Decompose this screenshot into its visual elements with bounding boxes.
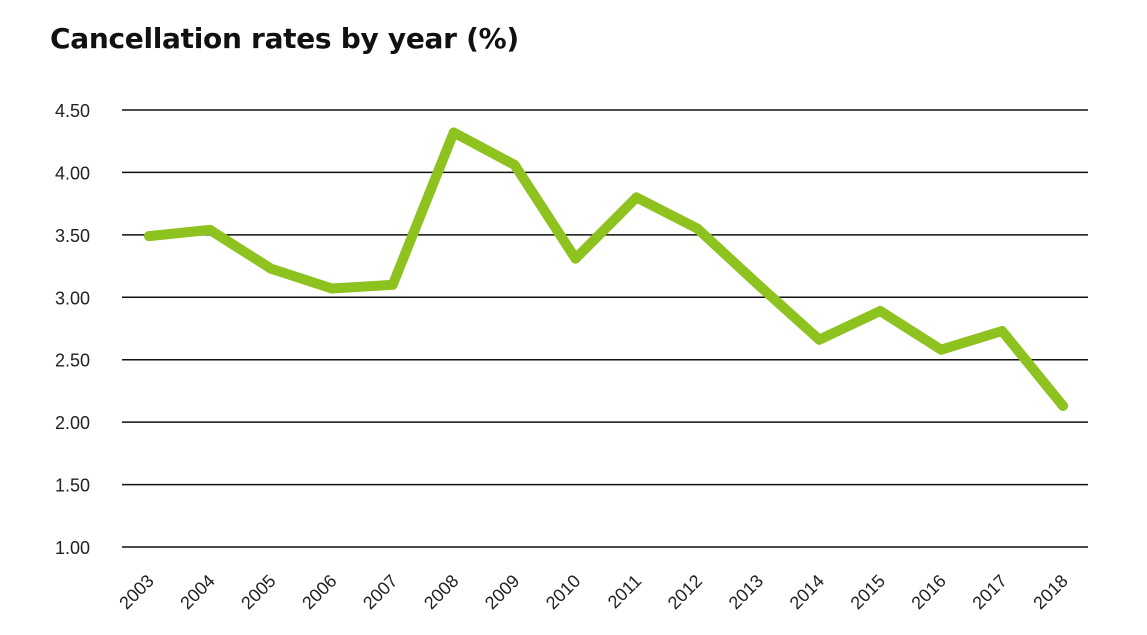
x-tick-label: 2006: [298, 571, 340, 613]
data-point: [692, 223, 703, 234]
x-tick-label: 2003: [115, 571, 157, 613]
data-point: [448, 127, 459, 138]
data-point: [997, 325, 1008, 336]
data-point: [875, 306, 886, 317]
data-point: [631, 192, 642, 203]
x-axis-ticks: 2003 2004 2005 2006 2007 2008 2009 2010 2011 2012…: [115, 571, 1071, 613]
data-point: [509, 159, 520, 170]
x-tick-label: 2016: [908, 571, 950, 613]
data-point: [936, 344, 947, 355]
data-point: [570, 253, 581, 264]
x-tick-label: 2015: [847, 571, 889, 613]
y-tick-label: 1.00: [55, 538, 90, 558]
x-tick-label: 2005: [237, 571, 279, 613]
data-point: [814, 334, 825, 345]
chart-title: Cancellation rates by year (%): [50, 22, 519, 55]
data-point: [144, 231, 154, 242]
x-tick-label: 2011: [604, 571, 646, 613]
x-tick-label: 2010: [542, 571, 584, 613]
x-tick-label: 2017: [968, 571, 1010, 613]
y-tick-label: 3.00: [55, 288, 90, 308]
series-line: [144, 127, 1068, 411]
y-tick-label: 2.50: [55, 351, 90, 371]
x-tick-label: 2013: [725, 571, 767, 613]
data-point: [1058, 400, 1068, 411]
series-layer: [144, 127, 1068, 411]
x-tick-label: 2012: [664, 571, 706, 613]
y-tick-label: 1.50: [55, 476, 90, 496]
y-tick-label: 2.00: [55, 413, 90, 433]
x-tick-label: 2007: [359, 571, 401, 613]
y-tick-label: 4.50: [55, 101, 90, 121]
x-tick-label: 2008: [420, 571, 462, 613]
y-tick-label: 3.50: [55, 226, 90, 246]
y-axis-ticks: 1.00 1.50 2.00 2.50 3.00 3.50 4.00 4.50: [55, 101, 90, 558]
x-tick-label: 2014: [786, 571, 828, 613]
x-tick-label: 2009: [481, 571, 523, 613]
x-tick-label: 2004: [176, 571, 218, 613]
gridlines: [122, 109, 1088, 548]
x-tick-label: 2018: [1029, 571, 1071, 613]
data-point: [204, 224, 215, 235]
data-point: [387, 279, 398, 290]
data-point: [265, 263, 276, 274]
data-point: [326, 283, 337, 294]
y-tick-label: 4.00: [55, 163, 90, 183]
data-point: [753, 279, 764, 290]
